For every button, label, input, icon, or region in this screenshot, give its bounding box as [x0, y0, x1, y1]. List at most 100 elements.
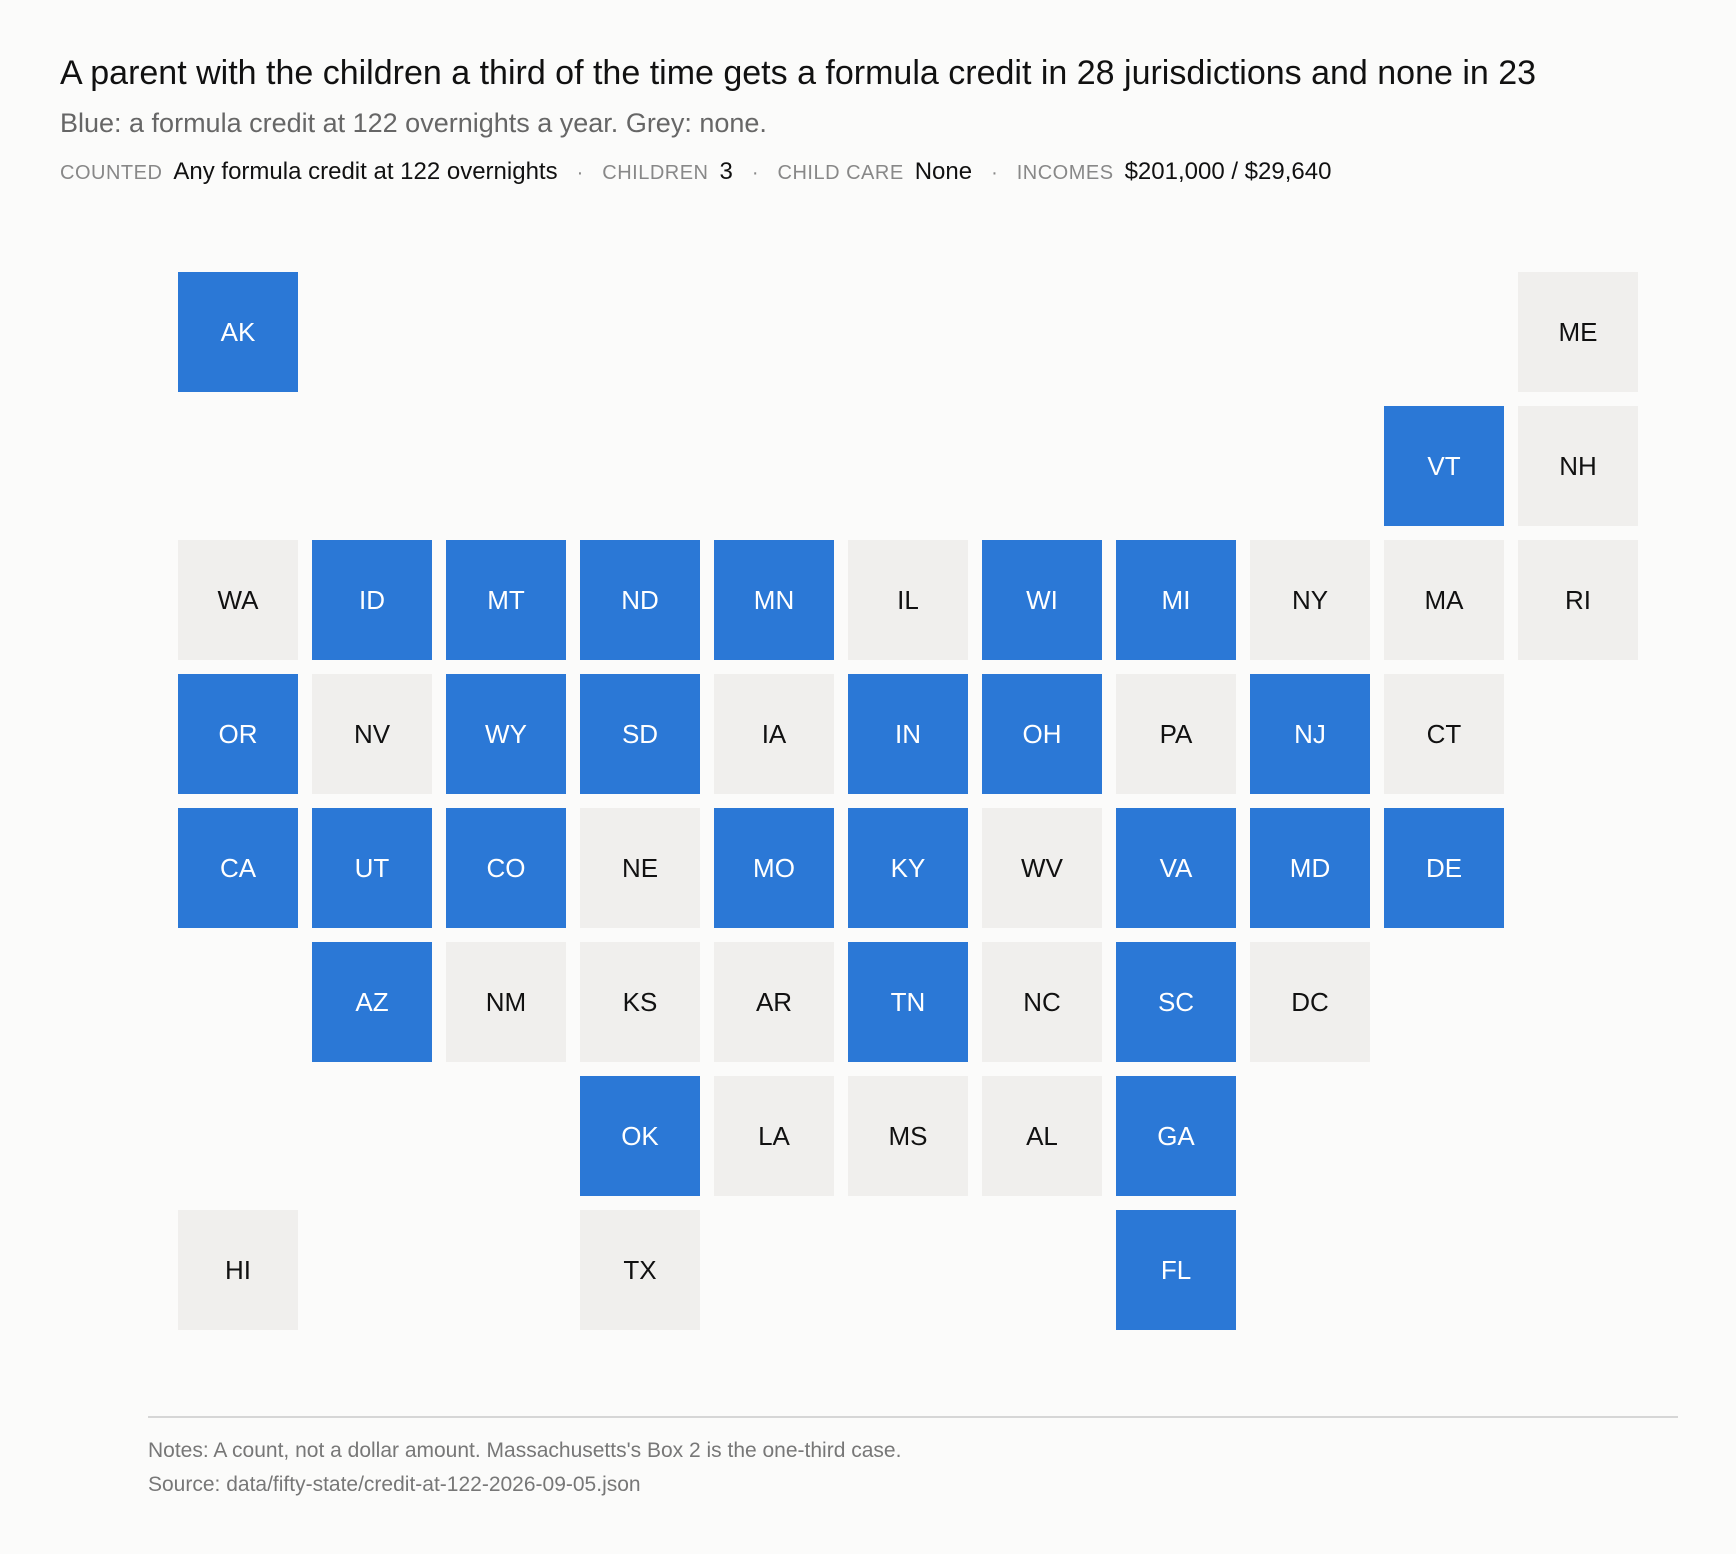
- state-label: VT: [1427, 450, 1461, 481]
- state-label: NE: [621, 852, 659, 883]
- state-label: PA: [1159, 718, 1193, 749]
- state-label: IA: [761, 718, 787, 749]
- state-label: OH: [1022, 718, 1062, 749]
- state-tile-ms: MS: [848, 1076, 968, 1196]
- state-tile-mn: MN: [714, 540, 834, 660]
- state-tile-va: VA: [1116, 808, 1236, 928]
- state-tile-pa: PA: [1116, 674, 1236, 794]
- state-tile-nh: NH: [1518, 406, 1638, 526]
- state-tile-sc: SC: [1116, 942, 1236, 1062]
- state-label: RI: [1565, 584, 1591, 615]
- state-label: ME: [1558, 316, 1598, 347]
- state-label: WA: [217, 584, 259, 615]
- state-tile-az: AZ: [312, 942, 432, 1062]
- state-label: AK: [220, 316, 256, 347]
- state-tile-wi: WI: [982, 540, 1102, 660]
- state-tile-ak: AK: [178, 272, 298, 392]
- state-label: WY: [485, 718, 527, 749]
- state-label: VA: [1159, 852, 1193, 883]
- state-tile-nm: NM: [446, 942, 566, 1062]
- state-tile-hi: HI: [178, 1210, 298, 1330]
- meta-counted-key: COUNTED: [60, 162, 163, 184]
- state-tile-fl: FL: [1116, 1210, 1236, 1330]
- state-tile-de: DE: [1384, 808, 1504, 928]
- state-tile-wy: WY: [446, 674, 566, 794]
- page-title: A parent with the children a third of th…: [60, 54, 1537, 92]
- footer-notes: Notes: A count, not a dollar amount. Mas…: [148, 1434, 901, 1502]
- meta-children-value: 3: [719, 158, 733, 185]
- state-tile-wa: WA: [178, 540, 298, 660]
- state-tile-mo: MO: [714, 808, 834, 928]
- state-tile-sd: SD: [580, 674, 700, 794]
- meta-childcare-value: None: [914, 158, 973, 185]
- state-tile-al: AL: [982, 1076, 1102, 1196]
- state-label: MD: [1289, 852, 1331, 883]
- state-tile-nc: NC: [982, 942, 1102, 1062]
- state-label: HI: [225, 1254, 251, 1285]
- state-label: AZ: [355, 986, 389, 1017]
- state-label: UT: [354, 852, 390, 883]
- state-tile-md: MD: [1250, 808, 1370, 928]
- state-label: FL: [1160, 1254, 1192, 1285]
- state-label: AL: [1026, 1120, 1058, 1151]
- state-tile-wv: WV: [982, 808, 1102, 928]
- state-tile-ca: CA: [178, 808, 298, 928]
- state-tile-ma: MA: [1384, 540, 1504, 660]
- state-label: NM: [485, 986, 527, 1017]
- state-tile-nv: NV: [312, 674, 432, 794]
- footer-divider: [148, 1416, 1678, 1418]
- meta-incomes-key: INCOMES: [1016, 162, 1114, 184]
- state-tile-ct: CT: [1384, 674, 1504, 794]
- state-tile-or: OR: [178, 674, 298, 794]
- state-label: ND: [621, 584, 659, 615]
- state-label: CA: [219, 852, 257, 883]
- state-label: MA: [1424, 584, 1464, 615]
- state-label: DE: [1425, 852, 1463, 883]
- state-label: OR: [218, 718, 258, 749]
- state-label: WV: [1021, 852, 1063, 883]
- state-label: SD: [621, 718, 659, 749]
- state-tile-ks: KS: [580, 942, 700, 1062]
- state-label: KY: [890, 852, 926, 883]
- state-label: MT: [487, 584, 525, 615]
- state-label: WI: [1026, 584, 1058, 615]
- meta-separator: ·: [576, 162, 584, 184]
- state-label: GA: [1157, 1120, 1195, 1151]
- state-tile-ny: NY: [1250, 540, 1370, 660]
- meta-separator: ·: [991, 162, 998, 184]
- state-tile-mi: MI: [1116, 540, 1236, 660]
- meta-incomes-value: $201,000 / $29,640: [1124, 158, 1332, 185]
- state-tile-la: LA: [714, 1076, 834, 1196]
- state-label: MS: [888, 1120, 928, 1151]
- state-tile-nd: ND: [580, 540, 700, 660]
- state-label: IN: [895, 718, 921, 749]
- meta-counted-value: Any formula credit at 122 overnights: [173, 158, 558, 185]
- state-tile-vt: VT: [1384, 406, 1504, 526]
- state-label: IL: [897, 584, 919, 615]
- state-label: MN: [753, 584, 795, 615]
- state-tile-ut: UT: [312, 808, 432, 928]
- state-tile-ga: GA: [1116, 1076, 1236, 1196]
- state-label: NJ: [1294, 718, 1326, 749]
- state-label: NY: [1291, 584, 1329, 615]
- state-label: NC: [1023, 986, 1061, 1017]
- state-label: CT: [1426, 718, 1462, 749]
- state-label: DC: [1291, 986, 1329, 1017]
- state-tile-nj: NJ: [1250, 674, 1370, 794]
- state-label: SC: [1157, 986, 1195, 1017]
- state-tile-tn: TN: [848, 942, 968, 1062]
- state-label: NH: [1559, 450, 1597, 481]
- state-tile-ri: RI: [1518, 540, 1638, 660]
- state-tile-mt: MT: [446, 540, 566, 660]
- state-tile-in: IN: [848, 674, 968, 794]
- state-tile-ky: KY: [848, 808, 968, 928]
- state-tile-oh: OH: [982, 674, 1102, 794]
- meta-separator: ·: [751, 162, 759, 184]
- source-text: Source: data/fifty-state/credit-at-122-2…: [148, 1473, 641, 1496]
- state-tile-ar: AR: [714, 942, 834, 1062]
- state-tile-me: ME: [1518, 272, 1638, 392]
- state-tile-ne: NE: [580, 808, 700, 928]
- state-tile-tx: TX: [580, 1210, 700, 1330]
- state-tile-co: CO: [446, 808, 566, 928]
